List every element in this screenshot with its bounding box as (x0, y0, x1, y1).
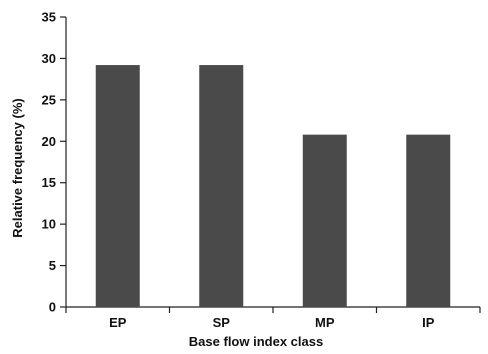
y-tick-label: 5 (49, 258, 56, 273)
y-axis-label: Relative frequency (%) (10, 98, 25, 237)
x-tick-label: IP (422, 315, 435, 330)
bar-ep (95, 65, 140, 307)
y-tick-label: 0 (49, 300, 56, 315)
y-tick-label: 15 (42, 175, 56, 190)
y-tick-label: 20 (42, 134, 56, 149)
x-tick-label: MP (315, 315, 335, 330)
y-tick-label: 25 (42, 92, 56, 107)
x-tick-label: EP (109, 315, 127, 330)
x-axis-label: Base flow index class (189, 334, 323, 349)
y-tick-label: 30 (42, 51, 56, 66)
x-tick-label: SP (213, 315, 231, 330)
y-tick-label: 35 (42, 10, 56, 25)
bar-ip (406, 134, 451, 307)
bar-mp (302, 134, 347, 307)
plot-area: 0 5 10 15 20 25 30 35 EP SP MP IP (42, 10, 481, 330)
bar-sp (199, 65, 244, 307)
y-tick-label: 10 (42, 217, 56, 232)
